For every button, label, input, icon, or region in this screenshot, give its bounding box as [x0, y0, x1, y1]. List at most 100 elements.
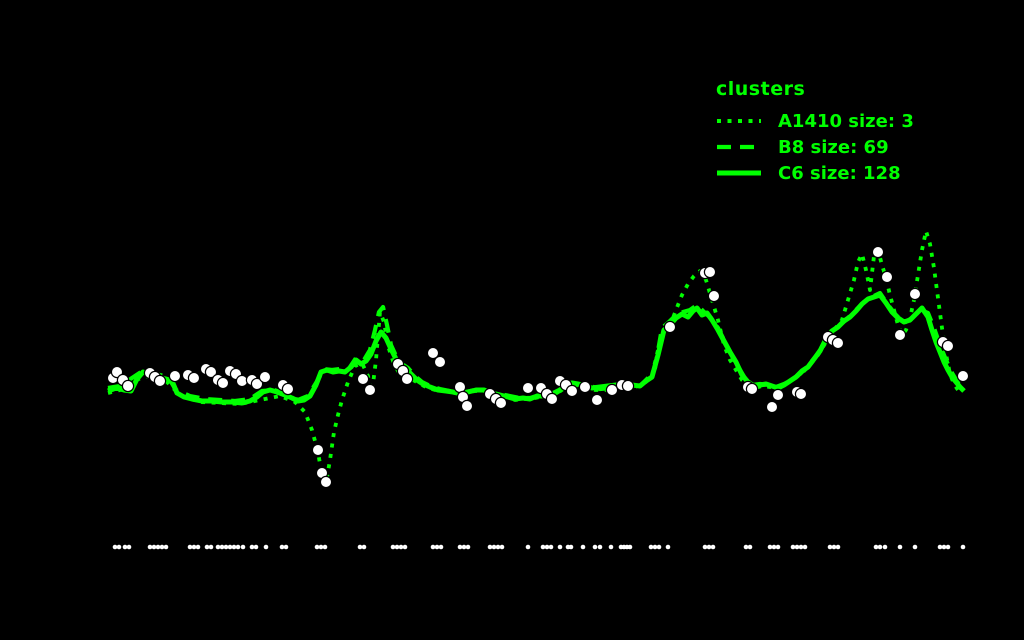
rug-point: [434, 544, 440, 550]
dashed-line-sample-icon: [717, 144, 761, 150]
scatter-point: [605, 383, 619, 397]
scatter-point: [880, 270, 894, 284]
rug-point: [648, 544, 654, 550]
rug-point: [827, 544, 833, 550]
rug-point: [279, 544, 285, 550]
scatter-point: [400, 372, 414, 386]
rug-point: [882, 544, 888, 550]
rug-point: [747, 544, 753, 550]
rug-point: [438, 544, 444, 550]
rug-point: [195, 544, 201, 550]
rug-point: [592, 544, 598, 550]
scatter-point: [565, 384, 579, 398]
rug-point: [557, 544, 563, 550]
rug-point: [208, 544, 214, 550]
legend-entry-b8: B8 size: 69: [716, 134, 914, 160]
legend-title: clusters: [716, 78, 806, 100]
rug-point: [540, 544, 546, 550]
rug-point: [191, 544, 197, 550]
scatter-point: [250, 377, 264, 391]
scatter-point: [771, 388, 785, 402]
rug-point: [499, 544, 505, 550]
scatter-point: [168, 369, 182, 383]
rug-point: [775, 544, 781, 550]
scatter-point: [153, 374, 167, 388]
scatter-point: [460, 399, 474, 413]
rug-point: [495, 544, 501, 550]
scatter-point: [494, 396, 508, 410]
scatter-point: [426, 346, 440, 360]
scatter-point: [794, 387, 808, 401]
dotted-line-sample-icon: [717, 119, 761, 123]
rug-point: [487, 544, 493, 550]
rug-point: [151, 544, 157, 550]
legend: clusters A1410 size: 3 B8 size: 69 C6 si…: [716, 78, 914, 186]
scatter-point: [908, 287, 922, 301]
scatter-point: [745, 382, 759, 396]
scatter-point: [831, 336, 845, 350]
rug-point: [322, 544, 328, 550]
rug-point: [743, 544, 749, 550]
rug-point: [390, 544, 396, 550]
scatter-point: [433, 355, 447, 369]
rug-point: [491, 544, 497, 550]
rug-point: [357, 544, 363, 550]
rug-point: [790, 544, 796, 550]
rug-point: [568, 544, 574, 550]
scatter-point: [204, 365, 218, 379]
rug-point: [710, 544, 716, 550]
scatter-point: [311, 443, 325, 457]
scatter-point: [941, 339, 955, 353]
rug-point: [163, 544, 169, 550]
rug-point: [215, 544, 221, 550]
rug-point: [249, 544, 255, 550]
rug-point: [767, 544, 773, 550]
rug-point: [394, 544, 400, 550]
rug-point: [223, 544, 229, 550]
scatter-point: [521, 381, 535, 395]
rug-point: [798, 544, 804, 550]
rug-point: [831, 544, 837, 550]
rug-point: [525, 544, 531, 550]
rug-point: [702, 544, 708, 550]
rug-point: [263, 544, 269, 550]
rug-point: [771, 544, 777, 550]
scatter-point: [258, 370, 272, 384]
scatter-point: [281, 382, 295, 396]
rug-point: [235, 544, 241, 550]
rug-point: [283, 544, 289, 550]
scatter-point: [578, 380, 592, 394]
scatter-point: [187, 371, 201, 385]
rug-point: [960, 544, 966, 550]
rug-point: [112, 544, 118, 550]
legend-entry-c6: C6 size: 128: [716, 160, 914, 186]
rug-point: [794, 544, 800, 550]
rug-point: [665, 544, 671, 550]
scatter-point: [621, 379, 635, 393]
legend-entry-label: B8 size: 69: [778, 136, 889, 158]
rug-point: [937, 544, 943, 550]
scatter-point: [893, 328, 907, 342]
rug-point: [597, 544, 603, 550]
scatter-point: [363, 383, 377, 397]
rug-point: [231, 544, 237, 550]
rug-point: [656, 544, 662, 550]
legend-entry-label: C6 size: 128: [778, 162, 901, 184]
rug-point: [155, 544, 161, 550]
rug-point: [187, 544, 193, 550]
scatter-point: [216, 376, 230, 390]
legend-entry-a1410: A1410 size: 3: [716, 108, 914, 134]
solid-line-sample-icon: [717, 170, 761, 176]
rug-point: [802, 544, 808, 550]
rug-point: [457, 544, 463, 550]
rug-point: [219, 544, 225, 550]
legend-entry-label: A1410 size: 3: [778, 110, 914, 132]
rug-point: [253, 544, 259, 550]
rug-point: [945, 544, 951, 550]
rug-point: [227, 544, 233, 550]
rug-point: [627, 544, 633, 550]
rug-point: [361, 544, 367, 550]
scatter-point: [121, 379, 135, 393]
rug-point: [204, 544, 210, 550]
